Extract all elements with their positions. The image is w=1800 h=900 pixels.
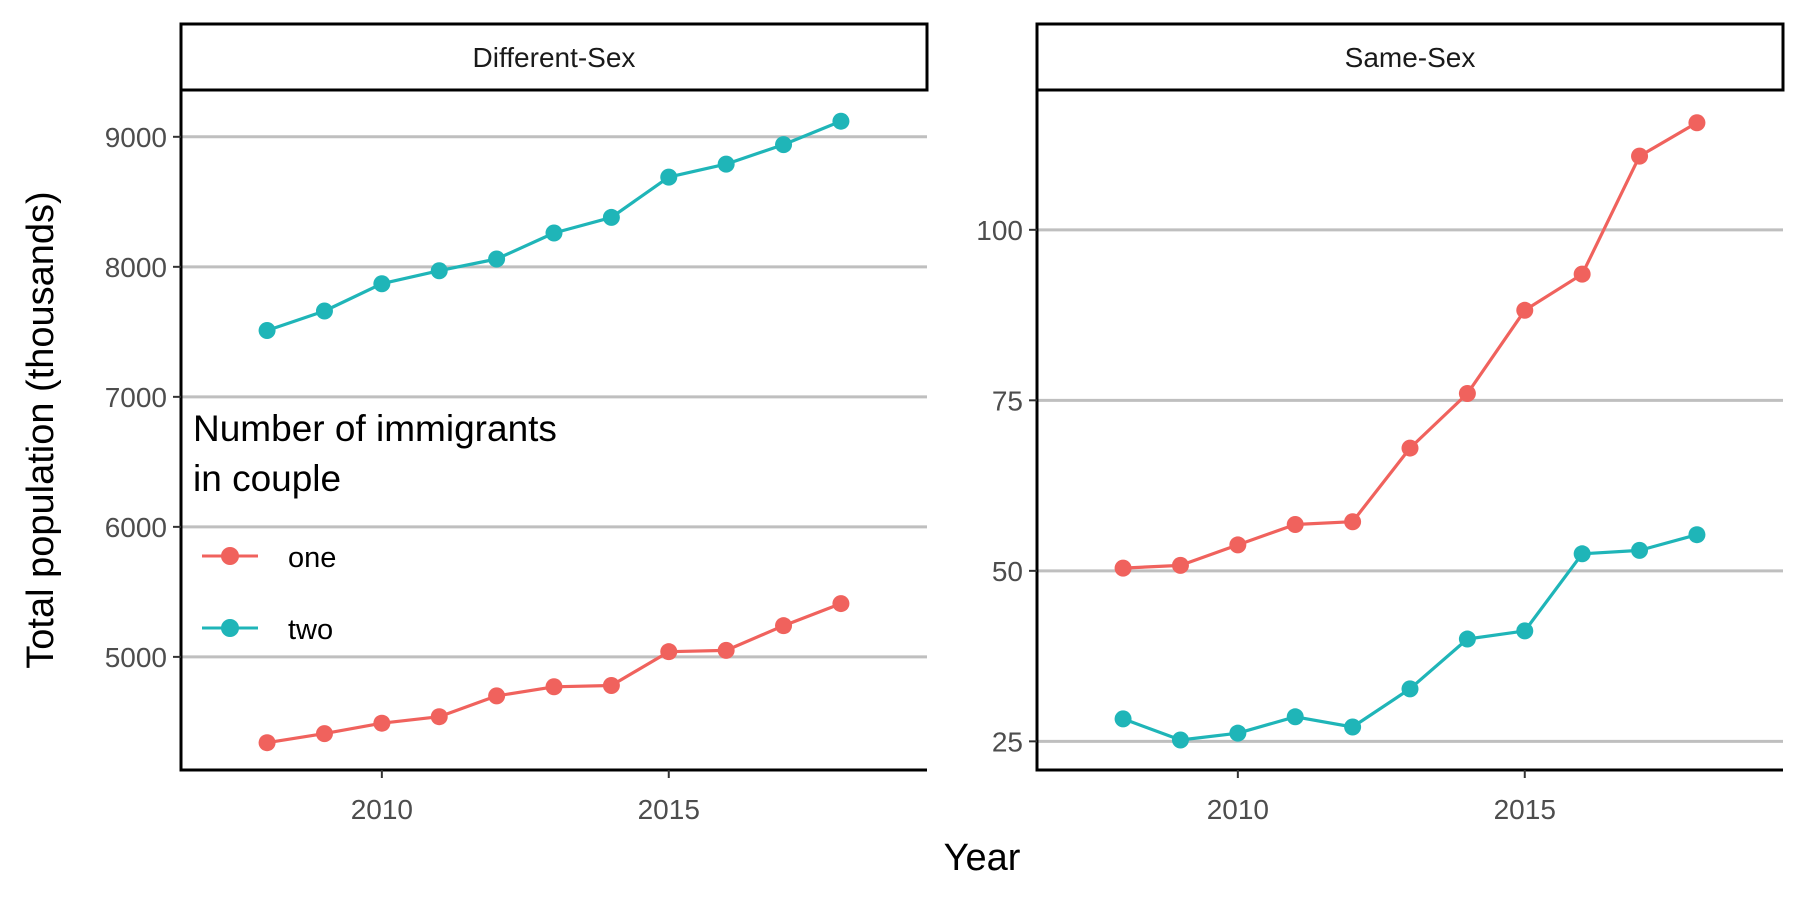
data-point-one <box>717 641 735 659</box>
x-axis-title: Year <box>944 837 1021 879</box>
data-point-one <box>660 643 678 661</box>
data-point-one <box>1573 265 1591 283</box>
data-point-two <box>717 155 735 173</box>
legend-key-dot <box>221 619 239 637</box>
y-tick-label: 75 <box>992 385 1023 416</box>
y-tick-labels: 25 50 75 100 <box>976 215 1037 757</box>
y-axis-title: Total population (thousands) <box>20 191 62 668</box>
data-point-one <box>775 617 793 635</box>
legend-entry-two: two <box>202 614 333 646</box>
panel-same-sex: Same-Sex 25 50 75 100 2010 2015 <box>976 22 1785 825</box>
data-point-one <box>373 714 391 732</box>
data-point-two <box>660 168 678 186</box>
legend-label-two: two <box>288 614 333 646</box>
data-point-two <box>430 262 448 280</box>
data-point-one <box>545 678 563 696</box>
y-tick-label: 6000 <box>105 512 167 543</box>
strip-box <box>179 22 929 92</box>
data-point-one <box>1229 536 1247 554</box>
data-point-two <box>1631 541 1649 559</box>
data-point-two <box>832 112 850 130</box>
data-point-two <box>775 136 793 154</box>
y-tick-label: 8000 <box>105 252 167 283</box>
y-tick-label: 7000 <box>105 382 167 413</box>
legend-title-line-1: Number of immigrants <box>193 408 557 449</box>
data-point-one <box>1401 439 1419 457</box>
data-point-one <box>1631 147 1649 165</box>
data-point-two <box>602 208 620 226</box>
x-tick-label: 2010 <box>1207 794 1269 825</box>
data-point-two <box>1401 680 1419 698</box>
data-point-two <box>1344 718 1362 736</box>
data-point-two <box>545 224 563 242</box>
points-layer <box>1114 114 1706 749</box>
data-point-two <box>1688 526 1706 544</box>
legend-key-dot <box>221 547 239 565</box>
data-point-one <box>488 687 506 705</box>
data-point-one <box>1286 515 1304 533</box>
y-tick-labels: 5000 6000 7000 8000 9000 <box>105 122 181 673</box>
data-point-two <box>1286 708 1304 726</box>
legend-label-one: one <box>288 542 336 574</box>
data-point-one <box>1171 556 1189 574</box>
legend-entry-one: one <box>202 542 336 574</box>
x-tick-label: 2010 <box>351 794 413 825</box>
legend-title-line-2: in couple <box>193 458 341 499</box>
strip-box <box>1035 22 1785 92</box>
data-point-two <box>1229 724 1247 742</box>
data-point-one <box>430 708 448 726</box>
data-point-two <box>1114 710 1132 728</box>
data-point-one <box>1688 114 1706 132</box>
y-tick-label: 9000 <box>105 122 167 153</box>
strip-label: Different-Sex <box>473 42 636 73</box>
series-line-two <box>1122 533 1698 742</box>
data-point-two <box>1171 731 1189 749</box>
y-tick-label: 25 <box>992 726 1023 757</box>
series-layer <box>1122 121 1698 742</box>
data-point-two <box>1458 630 1476 648</box>
data-point-two <box>1516 622 1534 640</box>
data-point-one <box>1516 301 1534 319</box>
series-line-one <box>1123 121 1698 570</box>
data-point-one <box>1458 385 1476 403</box>
data-point-one <box>258 734 276 752</box>
x-tick-labels: 2010 2015 <box>351 770 700 825</box>
data-point-two <box>258 322 276 340</box>
data-point-one <box>832 595 850 613</box>
data-point-one <box>1114 559 1132 577</box>
data-point-one <box>315 725 333 743</box>
y-tick-label: 50 <box>992 556 1023 587</box>
y-tick-label: 5000 <box>105 642 167 673</box>
x-tick-label: 2015 <box>1494 794 1556 825</box>
legend: Number of immigrants in couple one two <box>193 408 557 646</box>
grid-lines <box>181 135 927 659</box>
x-tick-labels: 2010 2015 <box>1207 770 1556 825</box>
data-point-two <box>315 302 333 320</box>
grid-lines <box>1037 228 1783 743</box>
y-tick-label: 100 <box>976 215 1023 246</box>
points-layer <box>258 112 850 752</box>
data-point-one <box>602 676 620 694</box>
data-point-two <box>488 250 506 268</box>
x-tick-label: 2015 <box>638 794 700 825</box>
data-point-two <box>1573 545 1591 563</box>
data-point-one <box>1344 513 1362 531</box>
data-point-two <box>373 275 391 293</box>
strip-label: Same-Sex <box>1345 42 1476 73</box>
series-line-one <box>266 602 842 745</box>
